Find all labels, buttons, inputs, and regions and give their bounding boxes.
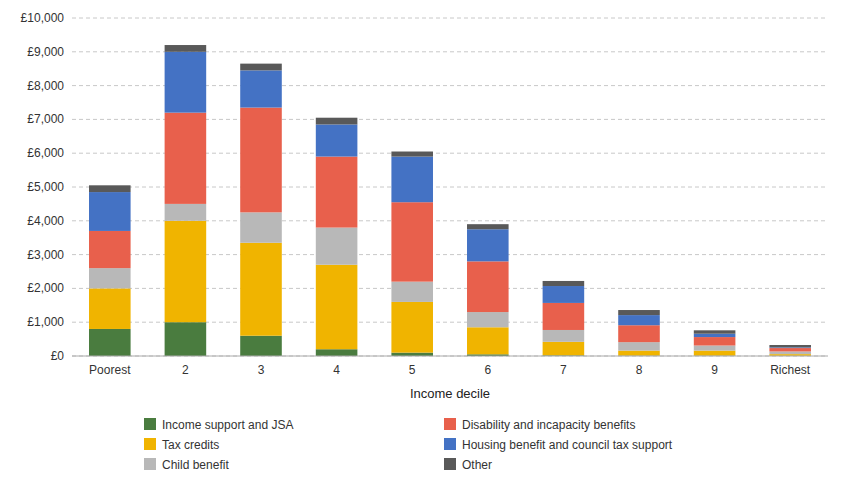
bar bbox=[694, 330, 736, 333]
y-tick-label: £1,000 bbox=[27, 315, 64, 329]
bar bbox=[89, 268, 131, 288]
legend-label: Child benefit bbox=[162, 458, 229, 472]
bar bbox=[769, 345, 811, 347]
x-tick-label: 2 bbox=[182, 363, 189, 377]
bar bbox=[694, 337, 736, 345]
bar bbox=[694, 351, 736, 356]
legend-label: Tax credits bbox=[162, 438, 219, 452]
x-tick-label: 3 bbox=[258, 363, 265, 377]
y-tick-label: £3,000 bbox=[27, 248, 64, 262]
legend-swatch bbox=[444, 418, 456, 430]
y-tick-label: £6,000 bbox=[27, 146, 64, 160]
bar bbox=[165, 52, 207, 113]
bar bbox=[89, 192, 131, 231]
legend-label: Income support and JSA bbox=[162, 418, 293, 432]
x-axis-label: Income decile bbox=[410, 386, 490, 401]
x-axis-line bbox=[72, 356, 828, 357]
bar bbox=[165, 204, 207, 221]
bar bbox=[240, 243, 282, 336]
bar bbox=[89, 288, 131, 329]
x-tick-label: 8 bbox=[636, 363, 643, 377]
legend-swatch bbox=[144, 458, 156, 470]
legend-label: Other bbox=[462, 458, 492, 472]
bar bbox=[391, 353, 433, 356]
x-tick-label: Richest bbox=[770, 363, 811, 377]
legend-swatch bbox=[444, 458, 456, 470]
bar bbox=[240, 70, 282, 107]
legend-swatch bbox=[144, 438, 156, 450]
x-tick-label: 5 bbox=[409, 363, 416, 377]
x-tick-label: 7 bbox=[560, 363, 567, 377]
bar bbox=[391, 282, 433, 302]
legend-label: Housing benefit and council tax support bbox=[462, 438, 673, 452]
chart: £0 £1,000 £2,000 £3,000 £4,000 £5,000 £6,000 £7… bbox=[0, 0, 848, 496]
y-tick-label: £9,000 bbox=[27, 45, 64, 59]
legend-swatch bbox=[144, 418, 156, 430]
bar bbox=[543, 342, 585, 356]
grid-line bbox=[72, 356, 828, 357]
bar bbox=[618, 310, 660, 315]
bar bbox=[467, 327, 509, 354]
bar bbox=[467, 261, 509, 312]
bar bbox=[543, 303, 585, 330]
bar bbox=[240, 212, 282, 242]
bar bbox=[240, 336, 282, 356]
bar bbox=[467, 224, 509, 229]
y-tick-label: £5,000 bbox=[27, 180, 64, 194]
x-tick-label: 6 bbox=[484, 363, 491, 377]
bar bbox=[89, 231, 131, 268]
bar bbox=[165, 113, 207, 204]
bar bbox=[316, 265, 358, 350]
x-tick-label: 4 bbox=[333, 363, 340, 377]
bars bbox=[89, 45, 811, 356]
grid bbox=[72, 18, 828, 356]
bar bbox=[165, 322, 207, 356]
legend-label: Disability and incapacity benefits bbox=[462, 418, 635, 432]
bar bbox=[391, 157, 433, 203]
bar bbox=[316, 157, 358, 228]
bar bbox=[543, 281, 585, 286]
bar bbox=[543, 330, 585, 342]
bar bbox=[467, 312, 509, 327]
bar bbox=[694, 334, 736, 337]
bar bbox=[165, 45, 207, 52]
bar bbox=[240, 64, 282, 71]
bar bbox=[165, 221, 207, 322]
bar bbox=[618, 342, 660, 350]
bar bbox=[391, 152, 433, 157]
bar bbox=[543, 286, 585, 303]
y-tick-label: £8,000 bbox=[27, 79, 64, 93]
bar bbox=[89, 185, 131, 192]
y-tick-label: £0 bbox=[51, 349, 65, 363]
bar bbox=[316, 349, 358, 356]
bar bbox=[316, 124, 358, 156]
grid-line bbox=[72, 18, 828, 19]
y-tick-label: £4,000 bbox=[27, 214, 64, 228]
bar bbox=[391, 202, 433, 281]
y-tick-label: £10,000 bbox=[21, 11, 65, 25]
bar bbox=[316, 228, 358, 265]
y-tick-label: £7,000 bbox=[27, 112, 64, 126]
bar bbox=[467, 229, 509, 261]
legend: Income support and JSA Tax credits Child b… bbox=[144, 418, 673, 472]
x-tick-label: Poorest bbox=[89, 363, 131, 377]
bar bbox=[618, 315, 660, 325]
legend-swatch bbox=[444, 438, 456, 450]
bar bbox=[391, 302, 433, 353]
bar bbox=[694, 346, 736, 351]
bar bbox=[618, 351, 660, 356]
x-tick-label: 9 bbox=[711, 363, 718, 377]
y-tick-label: £2,000 bbox=[27, 281, 64, 295]
bar bbox=[316, 118, 358, 125]
bar bbox=[89, 329, 131, 356]
bar bbox=[240, 108, 282, 213]
bar bbox=[618, 325, 660, 342]
bar bbox=[769, 351, 811, 354]
bar bbox=[769, 348, 811, 351]
